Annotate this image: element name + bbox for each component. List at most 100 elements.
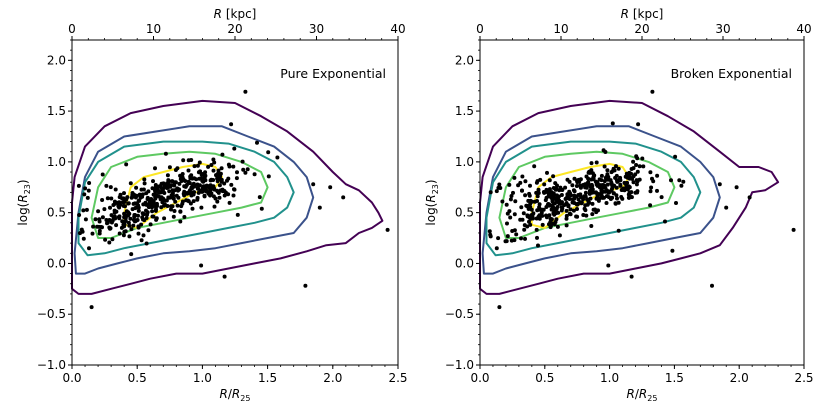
- scatter-point: [341, 195, 346, 200]
- scatter-point: [184, 191, 189, 196]
- scatter-point: [564, 223, 569, 228]
- scatter-point: [655, 173, 660, 178]
- scatter-point: [614, 173, 619, 178]
- scatter-point: [559, 193, 564, 197]
- scatter-point: [663, 219, 667, 224]
- scatter-point: [158, 197, 163, 202]
- scatter-point: [570, 183, 575, 188]
- scatter-point: [163, 198, 168, 203]
- scatter-point: [303, 283, 308, 288]
- scatter-point: [608, 197, 613, 201]
- scatter-point: [163, 151, 168, 156]
- scatter-point: [498, 186, 503, 190]
- scatter-point: [570, 200, 575, 205]
- scatter-point: [204, 188, 209, 193]
- top-x-tick-label: 30: [715, 22, 730, 36]
- scatter-point: [604, 201, 609, 205]
- scatter-point: [609, 170, 614, 175]
- scatter-point: [563, 185, 568, 190]
- scatter-point: [545, 170, 549, 175]
- scatter-point: [537, 202, 542, 207]
- scatter-point: [549, 190, 554, 195]
- scatter-point: [527, 193, 532, 198]
- scatter-point: [528, 222, 533, 227]
- scatter-point: [116, 215, 121, 220]
- scatter-point: [83, 186, 88, 191]
- scatter-point: [127, 234, 132, 239]
- scatter-point: [209, 163, 214, 167]
- scatter-point: [165, 204, 170, 208]
- scatter-point: [154, 193, 159, 197]
- scatter-point: [631, 159, 636, 164]
- scatter-point: [206, 191, 211, 196]
- scatter-point: [179, 204, 184, 209]
- scatter-point: [170, 204, 175, 209]
- scatter-point: [522, 227, 527, 232]
- scatter-point: [192, 164, 197, 169]
- scatter-point: [155, 187, 160, 192]
- y-tick-label: 2.0: [47, 53, 66, 67]
- scatter-point: [508, 215, 513, 220]
- x-tick-label: 2.0: [730, 371, 749, 385]
- scatter-point: [536, 187, 541, 192]
- y-tick-label: 1.0: [47, 155, 66, 169]
- scatter-point: [169, 207, 173, 212]
- scatter-point: [113, 187, 118, 192]
- scatter-point: [560, 187, 564, 192]
- scatter-point: [128, 216, 133, 221]
- scatter-point: [507, 209, 512, 214]
- scatter-point: [219, 177, 224, 182]
- scatter-point: [178, 219, 183, 224]
- scatter-point: [122, 229, 127, 234]
- scatter-point: [747, 195, 752, 200]
- scatter-point: [587, 169, 592, 174]
- scatter-point: [520, 174, 525, 179]
- scatter-point: [154, 216, 159, 221]
- scatter-point: [146, 228, 151, 233]
- scatter-point: [215, 199, 220, 204]
- scatter-point: [187, 181, 192, 186]
- scatter-point: [216, 168, 221, 173]
- scatter-point: [583, 190, 588, 195]
- scatter-point: [190, 184, 195, 188]
- scatter-point: [130, 191, 135, 195]
- scatter-point: [604, 174, 609, 179]
- scatter-point: [144, 241, 149, 246]
- scatter-point: [95, 224, 100, 229]
- scatter-point: [523, 179, 528, 184]
- scatter-point: [568, 212, 573, 217]
- scatter-point: [190, 206, 195, 211]
- y-tick-label: 0.5: [47, 206, 66, 220]
- scatter-point: [105, 196, 110, 201]
- scatter-point: [144, 216, 149, 220]
- scatter-point: [591, 207, 596, 212]
- scatter-point: [634, 178, 639, 183]
- contour-level-1: [71, 99, 384, 295]
- y-tick-label: 0.5: [455, 206, 474, 220]
- scatter-point: [275, 155, 280, 160]
- scatter-point: [148, 222, 153, 227]
- scatter-point: [604, 194, 609, 199]
- scatter-point: [160, 200, 165, 205]
- scatter-point: [599, 178, 604, 183]
- scatter-point: [231, 193, 236, 198]
- scatter-point: [110, 237, 115, 242]
- y-tick-label: 0.0: [47, 256, 66, 270]
- y-axis-label: log(R23): [424, 179, 440, 225]
- scatter-point: [243, 170, 248, 175]
- scatter-point: [529, 207, 534, 212]
- scatter-point: [627, 185, 632, 190]
- y-axis-label: log(R23): [16, 179, 32, 225]
- scatter-point: [512, 175, 517, 180]
- scatter-point: [220, 152, 225, 157]
- panel-label: Broken Exponential: [671, 66, 792, 81]
- top-x-tick-label: 0: [476, 22, 484, 36]
- scatter-point: [497, 182, 502, 187]
- y-tick-label: −1.0: [445, 358, 474, 372]
- scatter-point: [162, 191, 167, 195]
- scatter-point: [615, 196, 619, 201]
- scatter-point: [189, 158, 194, 162]
- scatter-point: [637, 177, 642, 182]
- scatter-point: [199, 172, 204, 177]
- scatter-point: [105, 221, 109, 226]
